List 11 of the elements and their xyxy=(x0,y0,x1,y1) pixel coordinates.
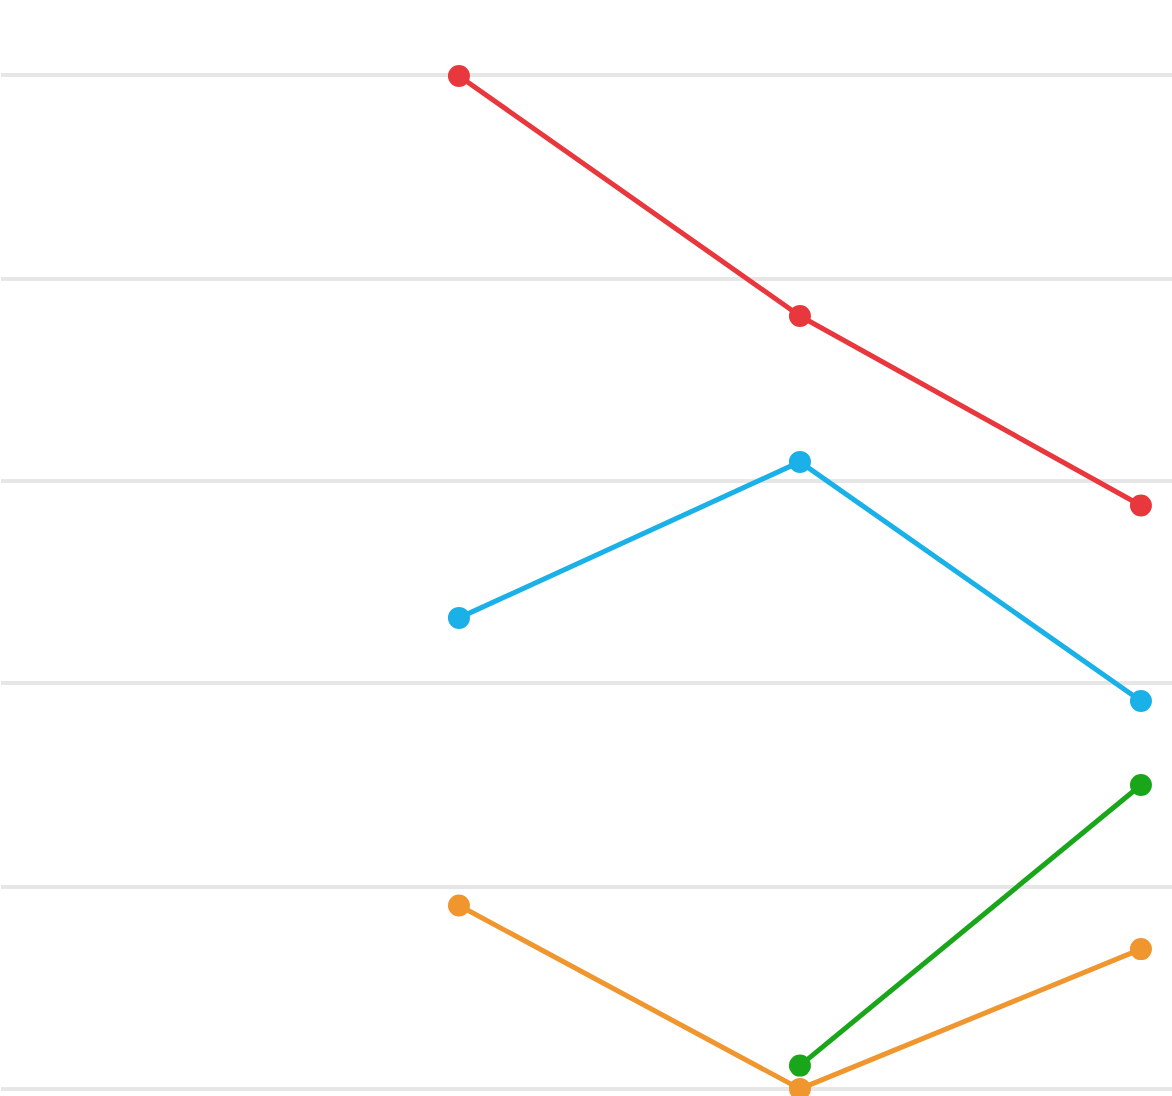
point xyxy=(788,305,811,327)
point xyxy=(1129,938,1152,961)
point xyxy=(1129,689,1152,712)
point xyxy=(447,894,470,917)
point xyxy=(447,606,470,629)
point xyxy=(788,450,811,473)
point xyxy=(788,1054,811,1077)
point xyxy=(1129,494,1152,517)
point xyxy=(788,1077,811,1096)
point xyxy=(1129,774,1152,796)
point xyxy=(447,64,470,87)
